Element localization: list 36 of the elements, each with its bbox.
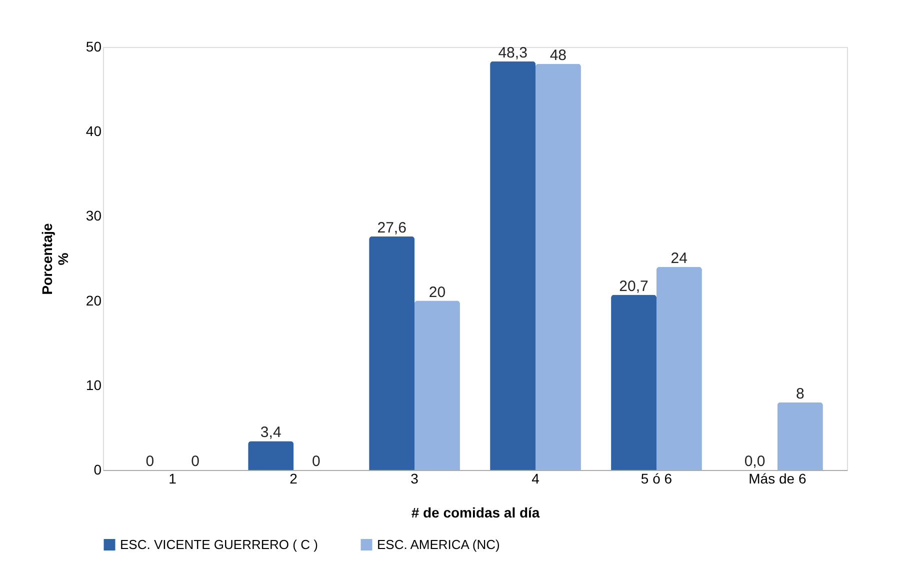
data-label: 27,6 [377,220,406,237]
bar [490,61,536,470]
data-label: 48,3 [498,44,528,62]
data-label: 24 [670,250,688,267]
y-tick-label: 40 [86,123,102,140]
y-tick-label: 30 [86,208,102,224]
data-label: 3,4 [260,424,282,442]
data-label: 0 [312,453,320,470]
data-label: 8 [796,385,804,402]
y-tick-label: 20 [86,292,102,308]
x-tick-label: 2 [290,470,298,486]
y-tick-label: 0 [94,462,102,478]
x-tick-label: 5 ó 6 [640,470,672,486]
data-label: 20 [428,284,446,301]
data-label: 0,0 [744,453,766,470]
x-tick-label: 4 [532,470,540,486]
y-tick-label: 50 [86,38,102,54]
bar [611,294,656,470]
x-tick-label: Más de 6 [748,470,806,486]
bar [656,266,702,470]
legend-label: ESC. AMERICA (NC) [377,536,500,552]
x-axis-title: # de comidas al día [411,504,540,520]
bar [414,300,460,470]
bar [369,236,415,470]
data-label: 0 [191,453,200,470]
data-label: 20,7 [619,278,648,295]
data-label: 48 [550,46,567,64]
bar [777,402,823,470]
bar [535,64,581,470]
data-label: 0 [146,453,154,470]
legend-label: ESC. VICENTE GUERRERO ( C ) [120,536,318,552]
y-tick-label: 10 [86,376,102,393]
x-tick-label: 3 [410,470,419,486]
bar [248,441,294,470]
x-tick-label: 1 [168,470,177,486]
y-axis-title: Porcentaje % [38,222,71,295]
